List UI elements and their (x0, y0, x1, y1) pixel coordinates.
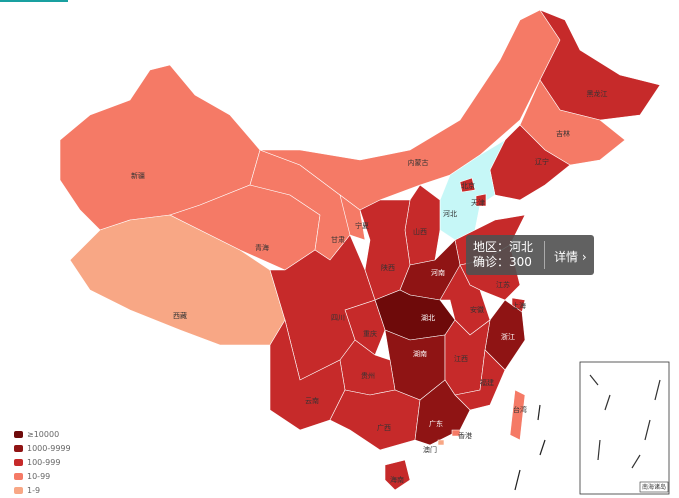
province-label: 香港 (458, 431, 472, 440)
province-label: 广西 (377, 423, 391, 432)
legend-swatch (14, 431, 23, 438)
province-label: 江苏 (496, 280, 510, 289)
legend-item[interactable]: 100-999 (14, 458, 60, 467)
legend-swatch (14, 473, 23, 480)
province-label: 贵州 (361, 371, 375, 380)
province[interactable] (404, 184, 441, 266)
sea-lines (514, 404, 546, 491)
province-label: 甘肃 (331, 235, 345, 244)
province-label: 河北 (443, 210, 457, 218)
legend-swatch (14, 487, 23, 494)
province-label: 四川 (331, 314, 345, 322)
province-label: 新疆 (131, 171, 145, 180)
legend-swatch (14, 445, 23, 452)
province[interactable] (539, 9, 661, 121)
province-label: 湖北 (421, 313, 435, 322)
province[interactable] (459, 177, 476, 193)
province-label: 海南 (390, 475, 404, 484)
province-label: 浙江 (501, 332, 515, 341)
province-label: 澳门 (423, 445, 437, 454)
tooltip-region: 地区：河北 (473, 240, 534, 254)
inset-label-box (639, 481, 669, 493)
tooltip-divider (544, 241, 545, 269)
province[interactable] (437, 439, 445, 446)
province[interactable] (451, 429, 461, 437)
province-label: 宁夏 (355, 221, 369, 230)
legend-label: ≥10000 (27, 430, 60, 439)
legend-label: 1-9 (27, 486, 41, 495)
province-label: 河南 (431, 268, 445, 277)
legend-item[interactable]: 1-9 (14, 486, 40, 495)
province-label: 陕西 (381, 263, 395, 272)
tooltip: 地区：河北 确诊：300 详情 › (466, 235, 594, 275)
province-label: 广东 (429, 419, 443, 428)
province-label: 辽宁 (535, 157, 549, 166)
province-label: 安徽 (470, 305, 484, 314)
province-label: 江西 (454, 355, 468, 363)
tooltip-detail[interactable]: 详情 › (554, 250, 587, 264)
inset-islands (589, 374, 661, 469)
legend-label: 100-999 (27, 458, 61, 467)
province[interactable] (509, 389, 526, 441)
legend-swatch (14, 459, 23, 466)
province-label: 云南 (305, 396, 319, 405)
legend-label: 10-99 (27, 472, 51, 481)
province-label: 北京 (461, 181, 475, 190)
province-label: 黑龙江 (587, 89, 608, 98)
province-label: 上海 (512, 301, 526, 310)
province[interactable] (475, 193, 487, 207)
tooltip-count: 确诊：300 (473, 255, 532, 269)
legend-label: 1000-9999 (27, 444, 71, 453)
province[interactable] (339, 194, 366, 241)
province-label: 山西 (413, 227, 427, 236)
inset-frame (579, 361, 670, 495)
province-label: 重庆 (363, 329, 377, 338)
legend-item[interactable]: 1000-9999 (14, 444, 71, 453)
province-label: 吉林 (556, 129, 570, 138)
province-label: 青海 (255, 243, 269, 252)
province-label: 湖南 (413, 349, 427, 358)
inset-label: 南海诸岛 (642, 483, 666, 491)
legend-item[interactable]: 10-99 (14, 472, 50, 481)
province-label: 天津 (471, 199, 485, 207)
province[interactable] (414, 379, 471, 446)
province[interactable] (329, 389, 421, 451)
tab-indicator (0, 0, 68, 2)
province-label: 福建 (480, 378, 494, 387)
province[interactable] (384, 459, 411, 491)
province-label: 西藏 (173, 311, 187, 320)
legend-item[interactable]: ≥10000 (14, 430, 59, 439)
province-label: 内蒙古 (408, 158, 429, 167)
province-label: 台湾 (513, 405, 527, 414)
